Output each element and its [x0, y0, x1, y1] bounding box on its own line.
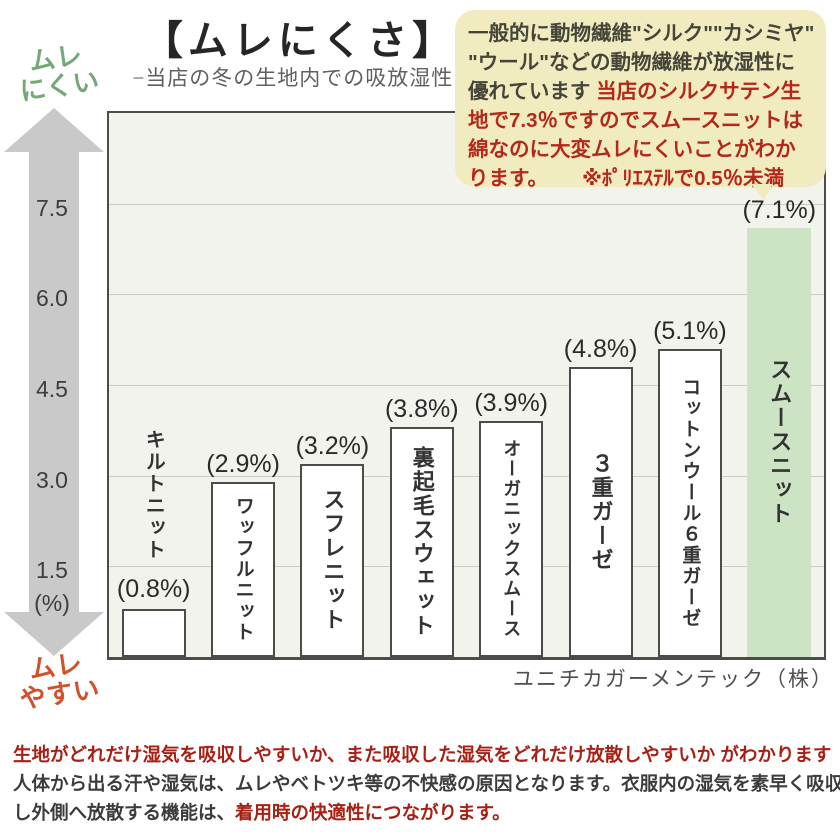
- gridline: [109, 203, 824, 205]
- bar-category-label-box: キルトニット: [112, 423, 196, 568]
- bar-value-label: (3.8%): [384, 395, 459, 424]
- footer-text-segment: 人体から出る汗や湿気は、ムレやベトツキ等の不快感の原因となります。衣服内の湿気を…: [13, 773, 840, 794]
- bar: [568, 366, 633, 657]
- bar-category-label-box: スムースニット: [747, 228, 811, 657]
- speech-bubble-tail-icon: [751, 184, 773, 200]
- chart-source: ユニチカガーメンテック（株）: [512, 667, 834, 691]
- bar-category-label-box: ３重ガーゼ: [569, 367, 633, 657]
- gridline: [109, 475, 824, 477]
- bubble-line: ります。 ※ﾎﾟﾘｴｽﾃﾙで0.5％未満: [468, 164, 813, 193]
- footer-description: 生地がどれだけ湿気を吸収しやすいか、また吸収した湿気をどれだけ放散しやすいか が…: [13, 740, 840, 827]
- bubble-text-segment: ※ﾎﾟﾘｴｽﾃﾙで0.5％未満: [581, 167, 785, 190]
- footer-text-segment: し外側へ放散する機能は、: [13, 802, 236, 823]
- gridline: [109, 294, 824, 296]
- bar-category-label-box: コットンウール６重ガーゼ: [658, 349, 722, 657]
- gridline: [109, 385, 824, 386]
- bar-category-label: ３重ガーゼ: [588, 451, 614, 572]
- gridline: [109, 566, 824, 568]
- bar-category-label: ワッフルニット: [232, 495, 254, 643]
- bar: [121, 608, 186, 657]
- chart-plot-area: (0.8%) キルトニット (2.9%) ワッフルニット (3.2%) スフレニット (3.…: [107, 111, 826, 660]
- bar-category-label-box: 裏起毛スウェット: [390, 427, 454, 657]
- bar-category-label-box: スフレニット: [300, 464, 364, 657]
- y-tick-label: 4.5: [36, 376, 68, 402]
- bubble-text-segment: ります。: [468, 167, 548, 190]
- footer-line: し外側へ放散する機能は、着用時の快適性につながります。: [13, 798, 833, 827]
- bubble-line: 綿なのに大変ムレにくいことがわか: [468, 135, 813, 164]
- page-subtitle: −当店の冬の生地内での吸放湿性 -: [132, 66, 468, 90]
- bar-category-label-box: ワッフルニット: [211, 482, 275, 657]
- bubble-line: "ウール"などの動物繊維が放湿性に: [468, 48, 813, 77]
- bar-category-label: オーガニックスムース: [501, 439, 522, 640]
- y-tick-label: 6.0: [36, 285, 68, 312]
- bar: [211, 481, 276, 657]
- bubble-text-segment: 綿なのに大変ムレにくいことがわか: [468, 138, 796, 161]
- y-axis-unit-label: (%): [34, 590, 70, 617]
- axis-direction-top-label: ムレ にくい: [3, 37, 114, 107]
- bar-value-label: (4.8%): [563, 334, 638, 363]
- y-tick-label: 1.5: [36, 557, 68, 584]
- speech-bubble: 一般的に動物繊維"シルク""カシミヤ" "ウール"などの動物繊維が放湿性に 優れてい…: [455, 10, 826, 190]
- y-tick-label: 7.5: [36, 194, 68, 221]
- bar-category-label-box: オーガニックスムース: [479, 421, 543, 657]
- footer-line: 人体から出る汗や湿気は、ムレやベトツキ等の不快感の原因となります。衣服内の湿気を…: [13, 769, 840, 798]
- bar-category-label: 裏起毛スウェット: [409, 446, 435, 639]
- bar-value-label: (3.2%): [295, 431, 370, 460]
- bar-value-label: (7.1%): [742, 195, 817, 224]
- bar-category-label: キルトニット: [142, 429, 165, 562]
- bar: [657, 348, 722, 657]
- bar-value-label: (3.9%): [474, 389, 548, 418]
- bubble-line: 地で7.3％ですのでスムースニットは: [468, 106, 813, 135]
- footer-line: 生地がどれだけ湿気を吸収しやすいか、また吸収した湿気をどれだけ放散しやすいか が…: [13, 740, 833, 769]
- bar: [479, 421, 544, 657]
- bar-category-label: コットンウール６重ガーゼ: [679, 376, 701, 629]
- footer-text-segment: 生地がどれだけ湿気を吸収しやすいか、また吸収した湿気をどれだけ放散しやすいか が…: [13, 744, 832, 765]
- bar: [747, 227, 812, 657]
- bubble-text-segment: 一般的に動物繊維"シルク""カシミヤ": [468, 22, 815, 45]
- bubble-text-segment: 優れています: [468, 80, 597, 103]
- footer-text-segment: 着用時の快適性につながります。: [235, 802, 511, 823]
- page-title: 【ムレにくさ】: [142, 18, 458, 63]
- bar-value-label: (5.1%): [653, 316, 727, 345]
- bubble-line: 優れています 当店のシルクサテン生: [468, 77, 813, 106]
- bubble-line: 一般的に動物繊維"シルク""カシミヤ": [468, 19, 815, 48]
- y-tick-label: 3.0: [36, 466, 68, 493]
- bubble-text-segment: "ウール"などの動物繊維が放湿性に: [468, 51, 795, 74]
- bar: [389, 427, 454, 657]
- axis-direction-bottom-label: ムレ やすい: [3, 645, 114, 715]
- bar-category-label: スフレニット: [320, 488, 346, 633]
- bar-category-label: スムースニット: [767, 358, 793, 527]
- bar-value-label: (0.8%): [116, 574, 191, 603]
- bubble-text-segment: 当店のシルクサテン生: [596, 80, 802, 103]
- bubble-text-segment: 地で7.3％ですのでスムースニットは: [468, 109, 803, 132]
- bar: [300, 463, 365, 657]
- bar-value-label: (2.9%): [206, 449, 280, 478]
